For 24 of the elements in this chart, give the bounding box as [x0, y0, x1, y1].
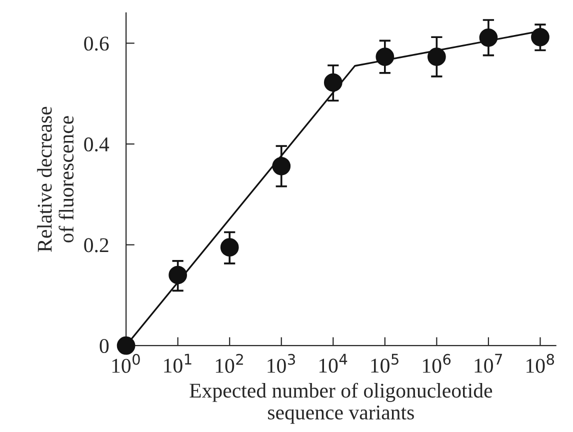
- x-tick-label: 10$^{8}$: [526, 354, 554, 373]
- x-tick-label: 10$^{3}$: [268, 354, 295, 373]
- point: [220, 238, 239, 257]
- x-tick-label: 10$^{5}$: [371, 354, 398, 373]
- x-tick-label: 10$^{2}$: [216, 354, 243, 373]
- x-tick-label: 10$^{4}$: [319, 354, 348, 373]
- y-tick-label: 0.2: [84, 238, 108, 252]
- point: [272, 156, 291, 176]
- point: [324, 73, 342, 92]
- point: [531, 28, 550, 46]
- y-tick-label: 0.6: [84, 36, 109, 51]
- point: [376, 48, 394, 66]
- y-axis-title: Relative decrease of fluorescence: [37, 106, 74, 252]
- x-tick-label: 10$^{0}$: [112, 354, 140, 373]
- point: [116, 336, 136, 355]
- y-tick-label: 0.4: [84, 137, 110, 152]
- point: [168, 266, 188, 284]
- x-tick-label: 10$^{6}$: [422, 354, 451, 373]
- point: [479, 28, 498, 47]
- x-tick-label: 10$^{7}$: [474, 354, 502, 373]
- x-axis-title: Expected number of oligonucleotide sequence variants: [190, 382, 492, 424]
- point: [428, 48, 446, 66]
- y-tick-label: 0: [100, 338, 109, 354]
- x-tick-label: 10$^{1}$: [164, 354, 192, 373]
